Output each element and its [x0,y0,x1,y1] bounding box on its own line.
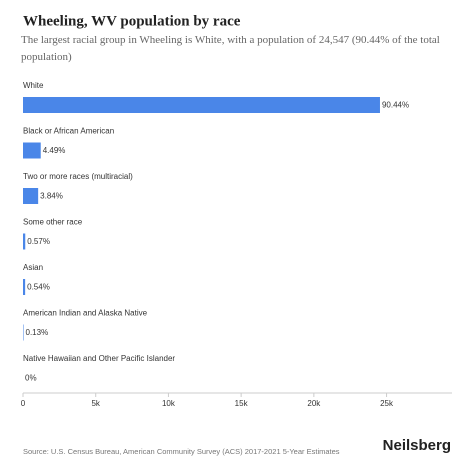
value-label: 4.49% [43,146,66,155]
value-label: 0.57% [27,237,50,246]
category-label: White [23,81,44,90]
x-tick-label: 0 [21,399,26,408]
category-label: Some other race [23,218,83,227]
source: Source: U.S. Census Bureau, American Com… [23,447,340,456]
chart-subtitle: The largest racial group in Wheeling is … [21,34,440,63]
category-label: American Indian and Alaska Native [23,309,148,318]
subtitle-box: The largest racial group in Wheeling is … [21,34,440,63]
bar [23,279,26,295]
value-label: 3.84% [40,192,63,201]
bar [23,142,41,159]
category-label: Black or African American [23,127,114,136]
value-label: 90.44% [382,101,409,110]
bar [23,97,380,113]
x-tick-label: 15k [235,399,249,408]
chart-title: Wheeling, WV population by race [23,13,241,29]
category-label: Asian [23,263,43,272]
value-label: 0.13% [26,328,49,337]
category-label: Native Hawaiian and Other Pacific Island… [23,354,175,363]
bar [23,324,24,341]
bar [23,188,39,204]
value-label: 0% [25,374,37,383]
x-tick-label: 25k [380,399,394,408]
x-tick-label: 10k [162,399,176,408]
value-label: 0.54% [27,283,50,292]
x-tick-label: 20k [307,399,321,408]
x-tick-label: 5k [91,399,100,408]
brand: Neilsberg [383,437,451,454]
bar [23,233,26,250]
category-label: Two or more races (multiracial) [23,172,133,181]
